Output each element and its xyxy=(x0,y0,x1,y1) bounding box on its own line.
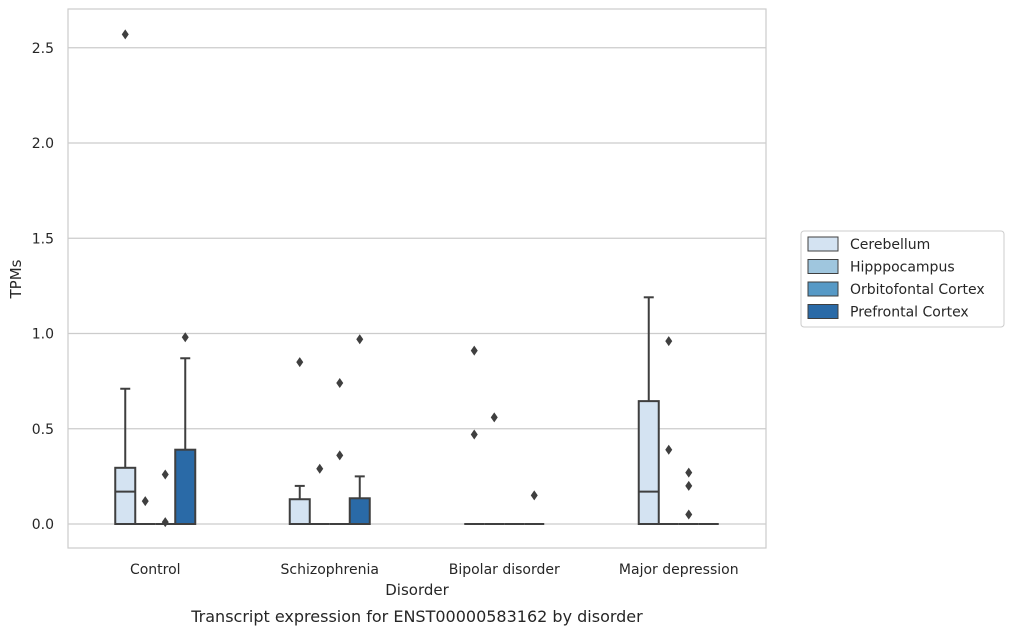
box-0-0 xyxy=(114,29,137,525)
outlier-point-0 xyxy=(665,444,673,455)
legend: Cerebellum Hipppocampus Orbitofontal Corte… xyxy=(800,230,1005,328)
box-3-0 xyxy=(174,332,197,525)
box-3-1 xyxy=(348,334,371,526)
x-tick-label-0: Control xyxy=(130,562,181,578)
y-tick-label-0: 0.0 xyxy=(32,517,54,533)
x-tick-label-2: Bipolar disorder xyxy=(449,562,560,578)
y-tick-label-5: 2.5 xyxy=(32,41,54,57)
box-3-2 xyxy=(524,490,545,525)
outlier-point-0 xyxy=(336,450,344,461)
outlier-point-0 xyxy=(470,429,478,440)
chart-caption: Transcript expression for ENST0000058316… xyxy=(190,607,643,626)
box-0-2 xyxy=(464,345,485,525)
x-axis-title: Disorder xyxy=(385,581,449,599)
outlier-point-0 xyxy=(296,357,304,368)
outlier-point-1 xyxy=(470,345,478,356)
box-2-1 xyxy=(329,378,350,525)
outlier-point-0 xyxy=(161,517,169,528)
box-body xyxy=(348,497,371,526)
grid-lines xyxy=(68,47,766,525)
legend-frame xyxy=(800,230,1005,328)
legend-swatch-3 xyxy=(807,304,839,319)
box-1-2 xyxy=(484,412,505,525)
outlier-point-0 xyxy=(530,490,538,501)
outlier-point-2 xyxy=(685,467,693,478)
legend-label-2: Orbitofontal Cortex xyxy=(850,282,985,298)
y-axis-ticks: 0.0 0.5 1.0 1.5 2.0 2.5 xyxy=(32,41,54,533)
box-marks xyxy=(114,29,719,528)
legend-label-0: Cerebellum xyxy=(850,237,930,253)
y-axis-title: TPMs xyxy=(7,259,25,299)
legend-swatch-0 xyxy=(807,236,839,252)
outlier-point-0 xyxy=(490,412,498,423)
outlier-point-1 xyxy=(665,336,673,347)
box-0-3 xyxy=(637,296,660,525)
box-body xyxy=(174,448,197,525)
box-body xyxy=(114,466,137,525)
x-axis-ticks: Control Schizophrenia Bipolar disorder Majo… xyxy=(130,562,739,578)
box-body xyxy=(637,400,660,525)
outlier-point-1 xyxy=(336,378,344,389)
legend-swatch-2 xyxy=(807,281,839,297)
plot-area-frame xyxy=(67,8,767,549)
outlier-point-0 xyxy=(121,29,129,40)
y-tick-label-3: 1.5 xyxy=(32,231,54,247)
box-1-3 xyxy=(658,336,679,525)
box-body xyxy=(288,498,311,525)
box-1-1 xyxy=(309,463,330,525)
legend-label-1: Hipppocampus xyxy=(850,260,955,276)
box-0-1 xyxy=(288,357,311,525)
x-tick-label-1: Schizophrenia xyxy=(281,562,379,578)
legend-swatch-1 xyxy=(807,259,839,274)
y-tick-label-2: 1.0 xyxy=(32,327,54,343)
y-tick-label-1: 0.5 xyxy=(32,422,54,438)
outlier-point-0 xyxy=(356,334,364,345)
box-2-3 xyxy=(678,467,699,525)
outlier-point-0 xyxy=(316,463,324,474)
x-tick-label-3: Major depression xyxy=(619,562,739,578)
box-2-0 xyxy=(155,469,176,528)
outlier-point-1 xyxy=(161,469,169,480)
legend-label-3: Prefrontal Cortex xyxy=(850,305,969,321)
outlier-point-1 xyxy=(685,480,693,491)
outlier-point-0 xyxy=(685,509,693,520)
outlier-point-0 xyxy=(141,496,149,507)
box-1-0 xyxy=(135,496,156,525)
outlier-point-0 xyxy=(181,332,189,343)
y-tick-label-4: 2.0 xyxy=(32,136,54,152)
